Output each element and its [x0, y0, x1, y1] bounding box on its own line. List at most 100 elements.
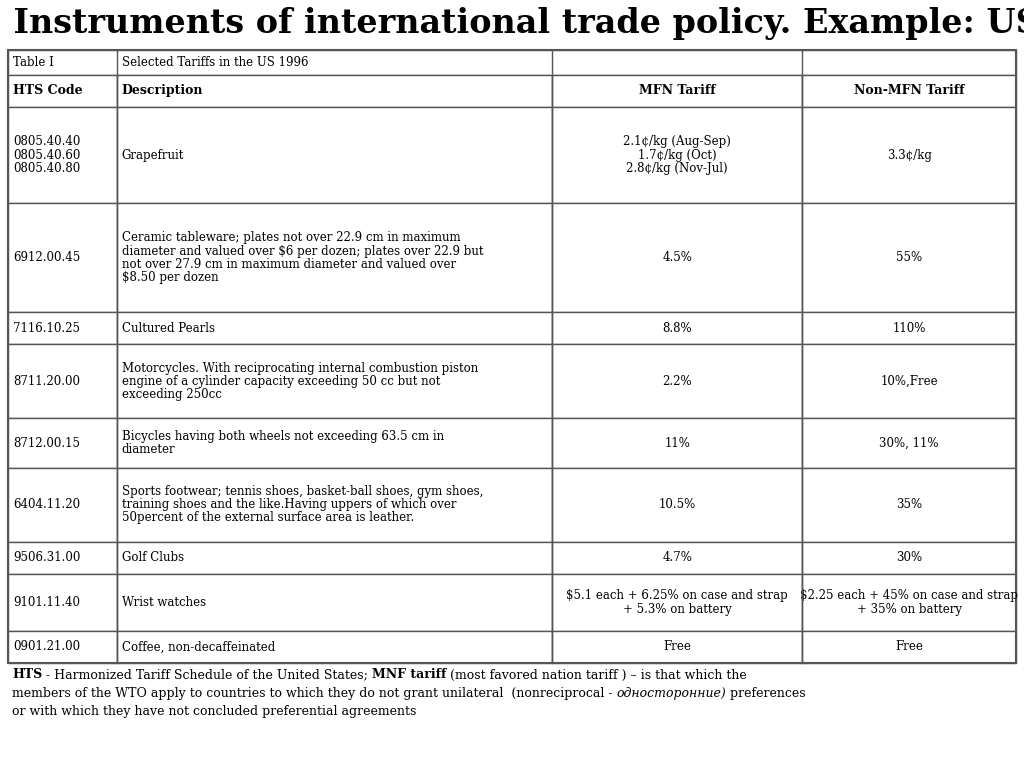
Text: Table I: Table I	[13, 56, 54, 69]
Text: Motorcycles. With reciprocating internal combustion piston: Motorcycles. With reciprocating internal…	[122, 362, 478, 375]
Bar	[117, 312, 552, 344]
Text: 2.2%: 2.2%	[663, 375, 692, 388]
Text: 0805.40.80: 0805.40.80	[13, 162, 80, 175]
Text: Cultured Pearls: Cultured Pearls	[122, 322, 215, 335]
Text: 0901.21.00: 0901.21.00	[13, 641, 80, 654]
Bar	[117, 204, 552, 312]
Bar	[552, 631, 803, 663]
Text: $8.50 per dozen: $8.50 per dozen	[122, 271, 218, 284]
Bar	[8, 74, 117, 107]
Text: $5.1 each + 6.25% on case and strap: $5.1 each + 6.25% on case and strap	[566, 589, 788, 602]
Bar	[552, 74, 803, 107]
Text: Bicycles having both wheels not exceeding 63.5 cm in: Bicycles having both wheels not exceedin…	[122, 430, 444, 443]
Text: 0805.40.40: 0805.40.40	[13, 135, 80, 148]
Text: Non-MFN Tariff: Non-MFN Tariff	[854, 84, 965, 98]
Bar	[117, 107, 552, 204]
Bar	[8, 312, 117, 344]
Text: diameter: diameter	[122, 443, 175, 456]
Bar	[117, 542, 552, 574]
Bar	[8, 468, 117, 542]
Text: (most favored nation tariff ) – is that which the: (most favored nation tariff ) – is that …	[446, 668, 748, 681]
Text: 2.8¢/kg (Nov-Jul): 2.8¢/kg (Nov-Jul)	[627, 162, 728, 175]
Text: preferences: preferences	[726, 687, 806, 700]
Text: 0805.40.60: 0805.40.60	[13, 148, 80, 161]
Text: 4.5%: 4.5%	[663, 251, 692, 264]
Bar	[552, 312, 803, 344]
Text: 9506.31.00: 9506.31.00	[13, 551, 80, 564]
Text: 1.7¢/kg (Oct): 1.7¢/kg (Oct)	[638, 148, 717, 161]
Text: Wrist watches: Wrist watches	[122, 596, 206, 609]
Bar	[8, 204, 117, 312]
Bar	[803, 74, 1016, 107]
Bar	[552, 204, 803, 312]
Text: 7116.10.25: 7116.10.25	[13, 322, 80, 335]
Bar	[803, 107, 1016, 204]
Text: 2.1¢/kg (Aug-Sep): 2.1¢/kg (Aug-Sep)	[624, 135, 731, 148]
Text: 55%: 55%	[896, 251, 923, 264]
Text: Free: Free	[895, 641, 923, 654]
Text: 11%: 11%	[665, 436, 690, 449]
Bar	[8, 50, 1016, 663]
Text: 30%, 11%: 30%, 11%	[880, 436, 939, 449]
Text: or with which they have not concluded preferential agreements: or with which they have not concluded pr…	[12, 704, 417, 717]
Text: Description: Description	[122, 84, 204, 98]
Text: 6404.11.20: 6404.11.20	[13, 498, 80, 511]
Bar	[117, 74, 552, 107]
Text: MFN Tariff: MFN Tariff	[639, 84, 716, 98]
Bar	[8, 419, 117, 468]
Text: training shoes and the like.Having uppers of which over: training shoes and the like.Having upper…	[122, 498, 457, 511]
Text: 3.3¢/kg: 3.3¢/kg	[887, 148, 932, 161]
Bar	[8, 542, 117, 574]
Text: 10.5%: 10.5%	[658, 498, 696, 511]
Bar	[117, 631, 552, 663]
Bar	[8, 50, 1016, 74]
Text: 6912.00.45: 6912.00.45	[13, 251, 80, 264]
Bar	[803, 419, 1016, 468]
Bar	[552, 574, 803, 631]
Bar	[8, 574, 117, 631]
Text: 4.7%: 4.7%	[663, 551, 692, 564]
Text: not over 27.9 cm in maximum diameter and valued over: not over 27.9 cm in maximum diameter and…	[122, 258, 456, 270]
Text: Golf Clubs: Golf Clubs	[122, 551, 184, 564]
Bar	[803, 312, 1016, 344]
Bar	[552, 344, 803, 419]
Bar	[803, 468, 1016, 542]
Text: 35%: 35%	[896, 498, 923, 511]
Bar	[552, 419, 803, 468]
Text: (2) Instruments of international trade policy. Example: USA.: (2) Instruments of international trade p…	[0, 6, 1024, 39]
Text: Grapefruit: Grapefruit	[122, 148, 184, 161]
Text: Free: Free	[664, 641, 691, 654]
Bar	[803, 204, 1016, 312]
Bar	[803, 574, 1016, 631]
Text: 8712.00.15: 8712.00.15	[13, 436, 80, 449]
Text: MNF tariff: MNF tariff	[372, 668, 446, 681]
Text: Ceramic tableware; plates not over 22.9 cm in maximum: Ceramic tableware; plates not over 22.9 …	[122, 231, 461, 244]
Text: Coffee, non-decaffeinated: Coffee, non-decaffeinated	[122, 641, 275, 654]
Bar	[552, 542, 803, 574]
Bar	[8, 631, 117, 663]
Bar	[552, 107, 803, 204]
Text: 8711.20.00: 8711.20.00	[13, 375, 80, 388]
Text: 110%: 110%	[893, 322, 926, 335]
Bar	[117, 419, 552, 468]
Text: $2.25 each + 45% on case and strap: $2.25 each + 45% on case and strap	[800, 589, 1018, 602]
Text: Sports footwear; tennis shoes, basket-ball shoes, gym shoes,: Sports footwear; tennis shoes, basket-ba…	[122, 485, 483, 498]
Text: + 5.3% on battery: + 5.3% on battery	[623, 603, 732, 615]
Bar	[117, 574, 552, 631]
Text: members of the WTO apply to countries to which they do not grant unilateral  (no: members of the WTO apply to countries to…	[12, 687, 616, 700]
Text: односторонние): односторонние)	[616, 687, 726, 700]
Text: - Harmonized Tariff Schedule of the United States;: - Harmonized Tariff Schedule of the Unit…	[42, 668, 372, 681]
Text: 50percent of the external surface area is leather.: 50percent of the external surface area i…	[122, 511, 414, 525]
Text: HTS: HTS	[12, 668, 42, 681]
Text: 30%: 30%	[896, 551, 923, 564]
Text: + 35% on battery: + 35% on battery	[857, 603, 962, 615]
Bar	[552, 468, 803, 542]
Text: diameter and valued over $6 per dozen; plates over 22.9 but: diameter and valued over $6 per dozen; p…	[122, 244, 483, 257]
Text: HTS Code: HTS Code	[13, 84, 83, 98]
Text: 10%,Free: 10%,Free	[881, 375, 938, 388]
Bar	[8, 344, 117, 419]
Bar	[117, 468, 552, 542]
Text: Selected Tariffs in the US 1996: Selected Tariffs in the US 1996	[122, 56, 308, 69]
Bar	[803, 344, 1016, 419]
Bar	[117, 344, 552, 419]
